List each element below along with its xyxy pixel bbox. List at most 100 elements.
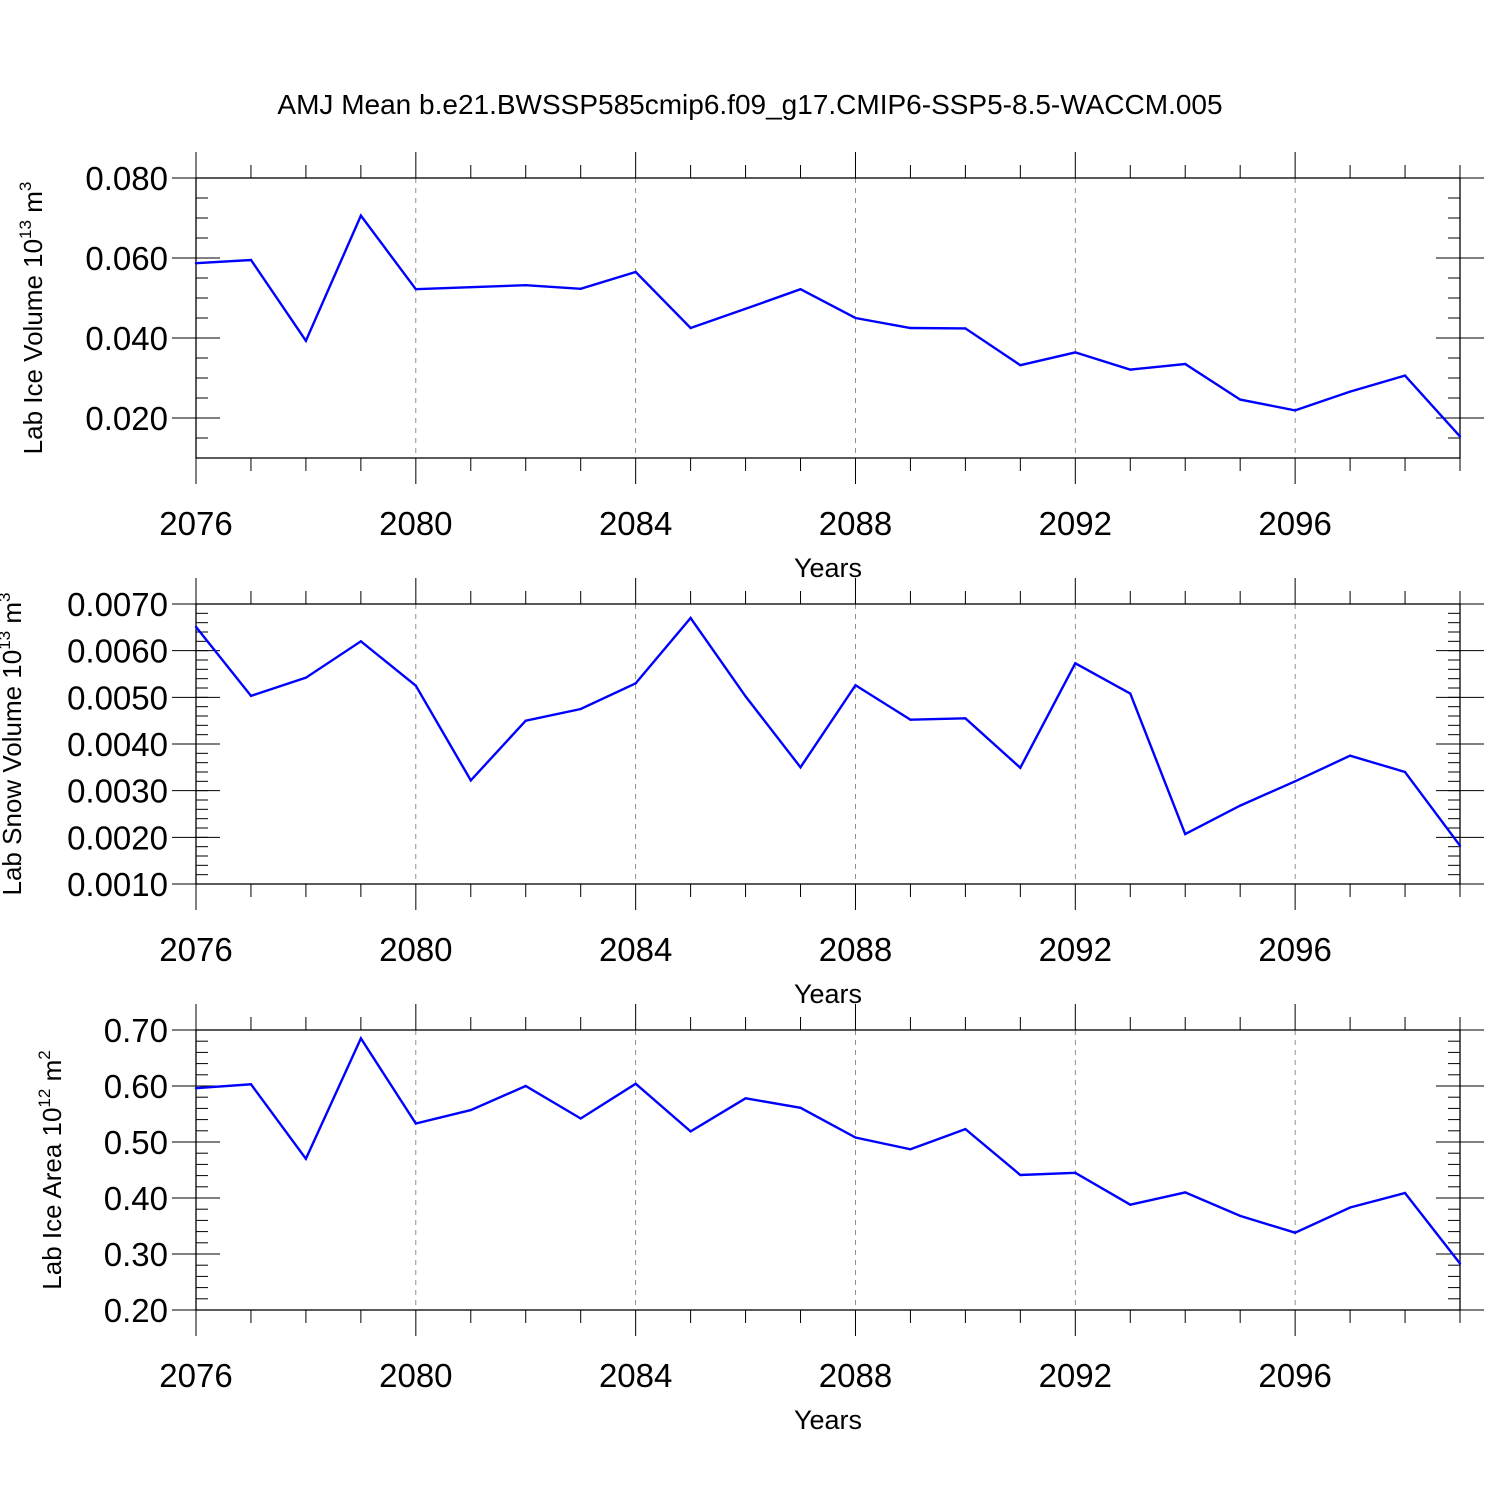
x-tick-label: 2096 xyxy=(1258,505,1331,542)
y-axis-label-part: 13 xyxy=(16,220,35,239)
data-point xyxy=(854,316,857,320)
data-point xyxy=(414,1122,418,1125)
data-point xyxy=(1403,1191,1407,1195)
data-point xyxy=(964,327,967,330)
data-point xyxy=(854,684,857,687)
data-point xyxy=(1458,1262,1462,1265)
x-tick-label: 2088 xyxy=(819,931,892,968)
y-tick-label: 0.60 xyxy=(104,1068,168,1105)
data-point xyxy=(854,1136,857,1139)
x-tick-label: 2096 xyxy=(1258,1357,1331,1394)
y-tick-label: 0.080 xyxy=(85,160,168,197)
y-axis-label-part: Lab Ice Volume 10 xyxy=(18,239,48,454)
data-point xyxy=(1348,754,1352,757)
x-tick-label: 2088 xyxy=(819,505,892,542)
x-tick-label: 2084 xyxy=(599,505,672,542)
data-point xyxy=(1348,390,1352,393)
y-tick-label: 0.0040 xyxy=(67,726,168,763)
y-tick-label: 0.020 xyxy=(85,400,168,437)
data-point xyxy=(634,1082,637,1085)
data-point xyxy=(744,1097,747,1100)
data-point xyxy=(579,707,582,711)
y-tick-label: 0.0050 xyxy=(67,679,168,716)
y-tick-label: 0.0020 xyxy=(67,819,168,856)
data-point xyxy=(304,676,308,679)
y-axis-label: Lab Snow Volume 1013 m3 xyxy=(0,592,27,895)
data-point xyxy=(634,270,637,274)
y-tick-label: 0.0060 xyxy=(67,633,168,670)
y-axis-label-part: 3 xyxy=(16,182,35,191)
y-tick-label: 0.0030 xyxy=(67,773,168,810)
y-axis-label: Lab Ice Area 1012 m2 xyxy=(35,1050,67,1289)
y-tick-label: 0.0010 xyxy=(67,866,168,903)
panel-1: 0.020 0.040 0.060 0.080 2076 2080 2084 2088 2092… xyxy=(16,152,1484,583)
y-tick-label: 0.0070 xyxy=(67,586,168,623)
data-point xyxy=(689,326,692,330)
data-point xyxy=(1403,770,1407,774)
data-point xyxy=(909,718,912,721)
data-point xyxy=(799,288,802,291)
y-tick-label: 0.50 xyxy=(104,1124,168,1161)
panel-2: 0.0010 0.0020 0.0030 0.0040 0.0050 0.0060 0.00… xyxy=(0,578,1484,1009)
x-tick-label: 2076 xyxy=(159,1357,232,1394)
data-point xyxy=(1348,1206,1352,1209)
panel-3: 0.20 0.30 0.40 0.50 0.60 0.70 2076 2080 2084 2088… xyxy=(35,1004,1484,1435)
x-tick-label: 2080 xyxy=(379,1357,452,1394)
data-point xyxy=(909,1148,912,1151)
x-tick-label: 2076 xyxy=(159,505,232,542)
y-tick-label: 0.40 xyxy=(104,1180,168,1217)
data-point xyxy=(1074,351,1077,354)
data-point xyxy=(414,288,418,291)
x-tick-label: 2096 xyxy=(1258,931,1331,968)
data-point xyxy=(1293,409,1297,412)
y-tick-label: 0.30 xyxy=(104,1236,168,1273)
y-axis-label-part: Lab Ice Area 10 xyxy=(37,1108,67,1290)
y-axis-label-part: m xyxy=(18,191,48,220)
x-tick-label: 2080 xyxy=(379,505,452,542)
series-line xyxy=(195,616,1461,847)
data-point xyxy=(964,1127,967,1131)
data-point xyxy=(909,326,912,330)
data-point xyxy=(1238,398,1242,401)
data-point xyxy=(634,682,637,685)
data-point xyxy=(194,625,198,629)
data-point xyxy=(1403,374,1407,377)
plot-frame xyxy=(195,603,1461,885)
data-point xyxy=(1074,1171,1077,1175)
data-point xyxy=(1458,435,1462,438)
data-point xyxy=(1019,766,1022,769)
data-point xyxy=(304,1157,308,1161)
data-point xyxy=(689,1130,692,1133)
data-point xyxy=(414,684,418,687)
data-point xyxy=(1129,692,1132,695)
x-tick-label: 2092 xyxy=(1039,505,1112,542)
x-tick-label: 2076 xyxy=(159,931,232,968)
data-point xyxy=(469,286,472,289)
x-tick-label: 2084 xyxy=(599,1357,672,1394)
x-tick-label: 2092 xyxy=(1039,1357,1112,1394)
data-point xyxy=(1458,844,1462,847)
data-point xyxy=(304,339,308,342)
data-point xyxy=(469,1108,472,1112)
data-point xyxy=(964,717,967,720)
data-point xyxy=(1184,832,1187,836)
y-tick-label: 0.70 xyxy=(104,1012,168,1049)
data-point xyxy=(469,779,472,782)
x-tick-label: 2092 xyxy=(1039,931,1112,968)
data-point xyxy=(799,1106,802,1110)
series-line xyxy=(195,213,1461,438)
data-point xyxy=(1238,1214,1242,1218)
data-point xyxy=(1238,804,1242,807)
x-tick-label: 2088 xyxy=(819,1357,892,1394)
data-point xyxy=(524,1084,527,1088)
data-point xyxy=(689,616,692,620)
x-axis-label: Years xyxy=(794,553,862,583)
chart-title: AMJ Mean b.e21.BWSSP585cmip6.f09_g17.CMI… xyxy=(277,89,1222,120)
data-point xyxy=(359,1037,363,1040)
x-axis-label: Years xyxy=(794,979,862,1009)
x-axis-label: Years xyxy=(794,1405,862,1435)
data-point xyxy=(744,307,747,310)
chart-panels: 0.020 0.040 0.060 0.080 2076 2080 2084 2088 2092… xyxy=(0,152,1484,1435)
data-point xyxy=(1019,1173,1022,1177)
